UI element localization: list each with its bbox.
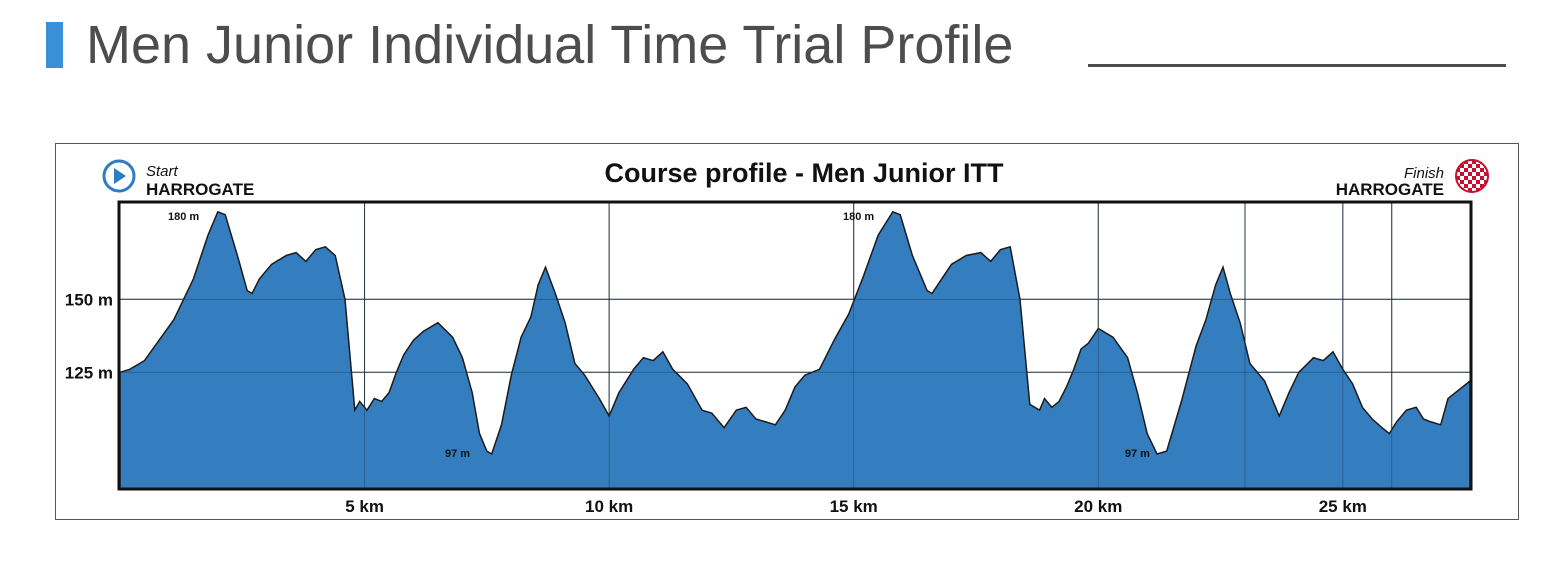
- checker-square: [1480, 172, 1484, 176]
- checker-square: [1476, 164, 1480, 168]
- checker-square: [1472, 168, 1476, 172]
- checker-square: [1476, 184, 1480, 188]
- x-tick-label: 25 km: [1319, 497, 1367, 516]
- checker-square: [1464, 176, 1468, 180]
- elevation-annotations: 180 m 180 m 97 m 97 m: [168, 211, 1150, 460]
- x-tick-label: 15 km: [830, 497, 878, 516]
- finish-marker: Finish HARROGATE: [1336, 159, 1489, 199]
- checker-square: [1480, 180, 1484, 184]
- checker-square: [1484, 188, 1488, 192]
- checker-square: [1476, 176, 1480, 180]
- checker-square: [1472, 176, 1476, 180]
- checker-square: [1480, 168, 1484, 172]
- checker-square: [1468, 176, 1472, 180]
- checker-square: [1456, 188, 1460, 192]
- elevation-profile-area: [119, 210, 1471, 490]
- x-tick-label: 10 km: [585, 497, 633, 516]
- checker-square: [1460, 164, 1464, 168]
- y-tick-label: 125 m: [65, 363, 113, 382]
- checker-square: [1456, 160, 1460, 164]
- checker-square: [1484, 160, 1488, 164]
- start-label: Start: [146, 163, 179, 180]
- checker-square: [1464, 180, 1468, 184]
- checker-square: [1460, 180, 1464, 184]
- plot-border: [117, 200, 1473, 491]
- checker-square: [1472, 180, 1476, 184]
- checker-square: [1456, 172, 1460, 176]
- checker-square: [1480, 176, 1484, 180]
- title-accent-bar: [46, 22, 63, 68]
- checker-square: [1468, 172, 1472, 176]
- checker-square: [1476, 168, 1480, 172]
- checker-square: [1464, 172, 1468, 176]
- gridlines-over-profile: [120, 203, 1470, 489]
- checker-square: [1468, 184, 1472, 188]
- x-tick-label: 5 km: [345, 497, 384, 516]
- checker-square: [1468, 164, 1472, 168]
- checker-square: [1460, 168, 1464, 172]
- elevation-annotation: 180 m: [168, 211, 199, 223]
- checker-square: [1468, 160, 1472, 164]
- checker-square: [1472, 188, 1476, 192]
- y-axis-ticks: 150 m 125 m: [65, 290, 113, 382]
- checker-square: [1464, 168, 1468, 172]
- checker-square: [1464, 184, 1468, 188]
- finish-label: Finish: [1404, 165, 1444, 182]
- elevation-annotation: 97 m: [445, 448, 470, 460]
- checker-square: [1484, 172, 1488, 176]
- checker-square: [1468, 188, 1472, 192]
- checker-square: [1476, 180, 1480, 184]
- checker-square: [1480, 164, 1484, 168]
- checker-square: [1456, 176, 1460, 180]
- checker-square: [1484, 176, 1488, 180]
- title-underline: [1088, 64, 1506, 67]
- checkered-flag-ring: [1455, 159, 1489, 193]
- page-title: Men Junior Individual Time Trial Profile: [86, 15, 1014, 75]
- checker-square: [1472, 160, 1476, 164]
- checker-square: [1468, 180, 1472, 184]
- checker-square: [1468, 168, 1472, 172]
- checker-square: [1460, 172, 1464, 176]
- start-marker: Start HARROGATE: [102, 159, 254, 199]
- checker-square: [1464, 164, 1468, 168]
- checker-square: [1472, 184, 1476, 188]
- play-triangle-icon: [114, 168, 126, 184]
- checker-square: [1460, 176, 1464, 180]
- checker-square: [1460, 184, 1464, 188]
- x-tick-label: 20 km: [1074, 497, 1122, 516]
- chart-frame: [55, 143, 1519, 520]
- checker-square: [1476, 172, 1480, 176]
- checker-square: [1480, 184, 1484, 188]
- elevation-annotation: 180 m: [843, 211, 874, 223]
- finish-place: HARROGATE: [1336, 180, 1444, 199]
- start-place: HARROGATE: [146, 180, 254, 199]
- elevation-annotation: 97 m: [1125, 448, 1150, 460]
- checker-square: [1472, 172, 1476, 176]
- x-axis-ticks: 5 km 10 km 15 km 20 km 25 km: [345, 497, 1367, 516]
- chart-title: Course profile - Men Junior ITT: [604, 158, 1004, 188]
- y-tick-label: 150 m: [65, 290, 113, 309]
- checker-square: [1472, 164, 1476, 168]
